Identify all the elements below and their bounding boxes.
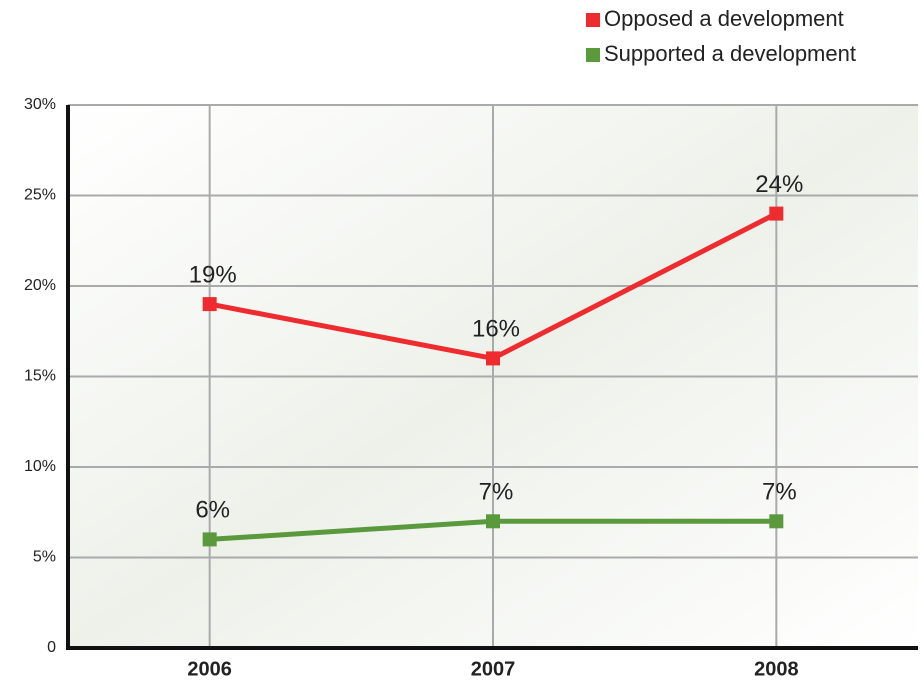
y-tick-label: 20% [24,277,56,294]
legend-label: Opposed a development [604,6,844,31]
data-label: 7% [762,479,797,506]
legend-label: Supported a development [604,41,856,66]
x-tick-label: 2007 [471,658,516,680]
y-tick-label: 10% [24,458,56,475]
data-point [202,297,217,312]
data-label: 24% [755,171,803,198]
grid: 0 5% 10% 15% 20% 25% 30% 2006 2007 2008 [24,96,918,680]
data-label: 19% [189,261,237,288]
data-label: 6% [195,497,230,524]
y-tick-label: 25% [24,187,56,204]
x-tick-label: 2006 [187,658,232,680]
legend-swatch [586,48,600,62]
y-tick-label: 15% [24,368,56,385]
marks: 19% 16% 24% Opposed a development 6% 7% 7% Supp… [189,6,856,547]
x-tick-label: 2008 [754,658,799,680]
data-point [486,351,500,366]
y-tick-label: 5% [33,549,56,566]
y-tick-label: 30% [24,96,56,113]
y-tick-label: 0 [47,639,56,656]
data-point [486,514,500,529]
data-point [769,206,784,221]
legend-swatch [586,13,600,27]
data-point [202,532,217,547]
data-label: 7% [479,479,514,506]
data-label: 16% [472,316,520,343]
data-point [769,514,784,529]
